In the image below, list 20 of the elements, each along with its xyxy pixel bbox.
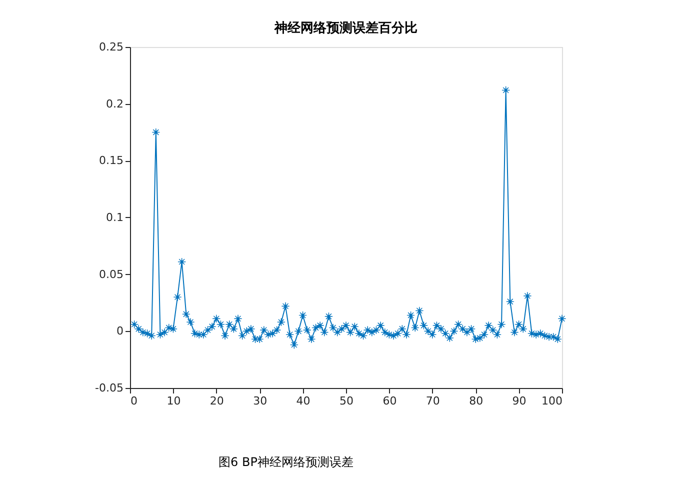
y-tick-label: 0 xyxy=(116,324,124,338)
y-tick-label: 0.05 xyxy=(99,268,124,281)
x-tick-label: 30 xyxy=(253,394,268,408)
y-tick-label: 0.2 xyxy=(106,97,124,110)
x-tick-label: 10 xyxy=(166,394,181,408)
x-tick-label: 80 xyxy=(469,394,484,408)
y-tick-label: 0.25 xyxy=(99,40,124,54)
x-tick-label: 0 xyxy=(130,394,138,408)
x-tick-label: 90 xyxy=(512,394,526,408)
y-tick-label: 0.1 xyxy=(106,211,124,224)
x-tick-label: 50 xyxy=(340,394,354,408)
x-tick-label: 100 xyxy=(542,394,562,408)
chart-title: 神经网络预测误差百分比 xyxy=(274,20,418,36)
caption: 图6 BP神经网络预测误差 xyxy=(218,455,354,469)
x-tick-label: 40 xyxy=(296,394,310,408)
x-tick-label: 60 xyxy=(382,394,397,408)
y-tick-label: -0.05 xyxy=(95,382,124,394)
x-tick-label: 70 xyxy=(426,394,440,408)
y-tick-label: 0.15 xyxy=(99,154,124,168)
x-tick-label: 20 xyxy=(210,394,224,408)
